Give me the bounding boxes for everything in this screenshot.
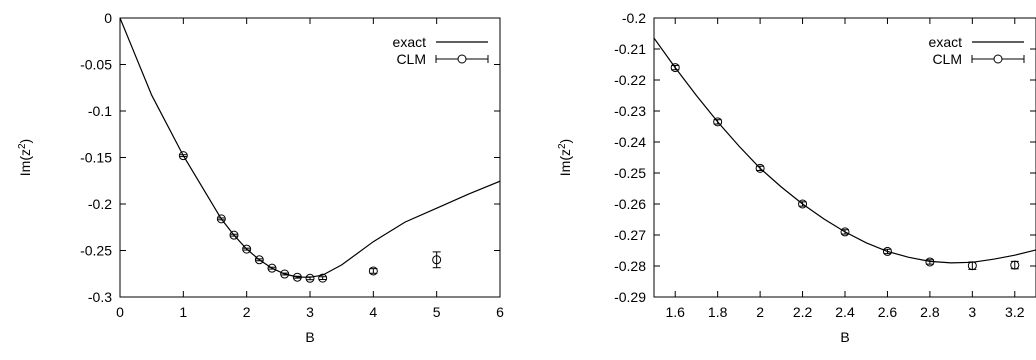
- x-tick-label: 3.2: [1005, 304, 1025, 320]
- x-tick-label: 2.8: [920, 304, 940, 320]
- plot-frame: [119, 17, 501, 298]
- y-tick-label: -0.15: [80, 150, 112, 166]
- data-point: [318, 273, 328, 283]
- data-point: [229, 230, 239, 240]
- data-point: [840, 227, 850, 237]
- legend-label-clm: CLM: [932, 51, 962, 67]
- data-point: [925, 257, 935, 267]
- y-axis-label: Im(z2): [557, 139, 573, 176]
- data-point: [882, 246, 892, 256]
- y-tick-label: -0.26: [614, 196, 646, 212]
- x-axis-label: B: [305, 329, 314, 345]
- y-axis-label: Im(z2): [17, 139, 33, 176]
- y-tick-label: -0.27: [614, 227, 646, 243]
- plot-frame: [653, 17, 1036, 298]
- y-tick-label: -0.05: [80, 57, 112, 73]
- y-tick-label: -0.1: [88, 103, 112, 119]
- data-point: [967, 261, 977, 271]
- exact-curve: [120, 18, 500, 278]
- y-axis-label-sup: 2: [17, 143, 28, 149]
- data-point: [432, 255, 442, 265]
- x-tick-label: 1.8: [708, 304, 728, 320]
- data-point: [292, 272, 302, 282]
- legend-marker-clm: [993, 54, 1003, 64]
- data-point: [280, 269, 290, 279]
- data-point: [1010, 260, 1020, 270]
- y-tick-label: -0.25: [80, 243, 112, 259]
- x-tick-label: 6: [496, 304, 504, 320]
- series-exact: [654, 37, 1036, 264]
- x-tick-label: 4: [369, 304, 377, 320]
- x-tick-label: 3: [306, 304, 314, 320]
- x-tick-label: 1.6: [665, 304, 685, 320]
- exact-curve: [654, 37, 1036, 264]
- y-axis-label-close: ): [17, 139, 33, 144]
- x-tick-label: 2: [243, 304, 251, 320]
- data-point: [178, 151, 188, 161]
- x-tick-label: 0: [116, 304, 124, 320]
- y-tick-label: -0.29: [614, 289, 646, 305]
- legend-label-exact: exact: [929, 34, 963, 50]
- series-exact: [120, 18, 500, 278]
- x-tick-label: 1: [179, 304, 187, 320]
- legend-marker-clm: [457, 54, 467, 64]
- legend-label-clm: CLM: [396, 51, 426, 67]
- y-axis-label-sup: 2: [557, 143, 568, 149]
- x-tick-label: 2: [756, 304, 764, 320]
- x-tick-label: 3: [968, 304, 976, 320]
- data-point: [368, 266, 378, 276]
- x-tick-label: 5: [433, 304, 441, 320]
- y-tick-label: -0.3: [88, 289, 112, 305]
- y-tick-label: -0.2: [622, 10, 646, 26]
- data-point: [254, 255, 264, 265]
- y-tick-label: -0.25: [614, 165, 646, 181]
- x-axis-label: B: [840, 329, 849, 345]
- y-tick-label: -0.23: [614, 103, 646, 119]
- chart-1: 0 1 2 3 4 5 6 0 -0.05 -0.1 -0.15 -0.2 -0.25 -0.3 B Im(z…: [17, 10, 504, 345]
- data-point: [242, 244, 252, 254]
- y-axis-label-close: ): [557, 139, 573, 144]
- y-tick-label: -0.24: [614, 134, 646, 150]
- y-tick-label: -0.21: [614, 41, 646, 57]
- legend-label-exact: exact: [393, 34, 427, 50]
- series-CLM: [178, 151, 442, 283]
- x-tick-label: 2.4: [835, 304, 855, 320]
- x-tick-label: 2.6: [878, 304, 898, 320]
- y-tick-label: 0: [104, 10, 112, 26]
- data-point: [267, 263, 277, 273]
- data-point: [305, 273, 315, 283]
- data-point: [755, 163, 765, 173]
- y-tick-label: -0.28: [614, 258, 646, 274]
- y-tick-label: -0.22: [614, 72, 646, 88]
- series-CLM: [670, 63, 1020, 271]
- data-point: [216, 214, 226, 224]
- chart-2: 1.6 1.8 2 2.2 2.4 2.6 2.8 3 3.2 -0.2 -0.21 -0.22 -0.…: [557, 10, 1036, 345]
- data-point: [713, 117, 723, 127]
- y-axis-label-main: Im(z: [557, 149, 573, 176]
- y-tick-label: -0.2: [88, 196, 112, 212]
- data-point: [670, 63, 680, 73]
- data-point: [798, 199, 808, 209]
- x-tick-label: 2.2: [793, 304, 813, 320]
- y-axis-label-main: Im(z: [17, 149, 33, 176]
